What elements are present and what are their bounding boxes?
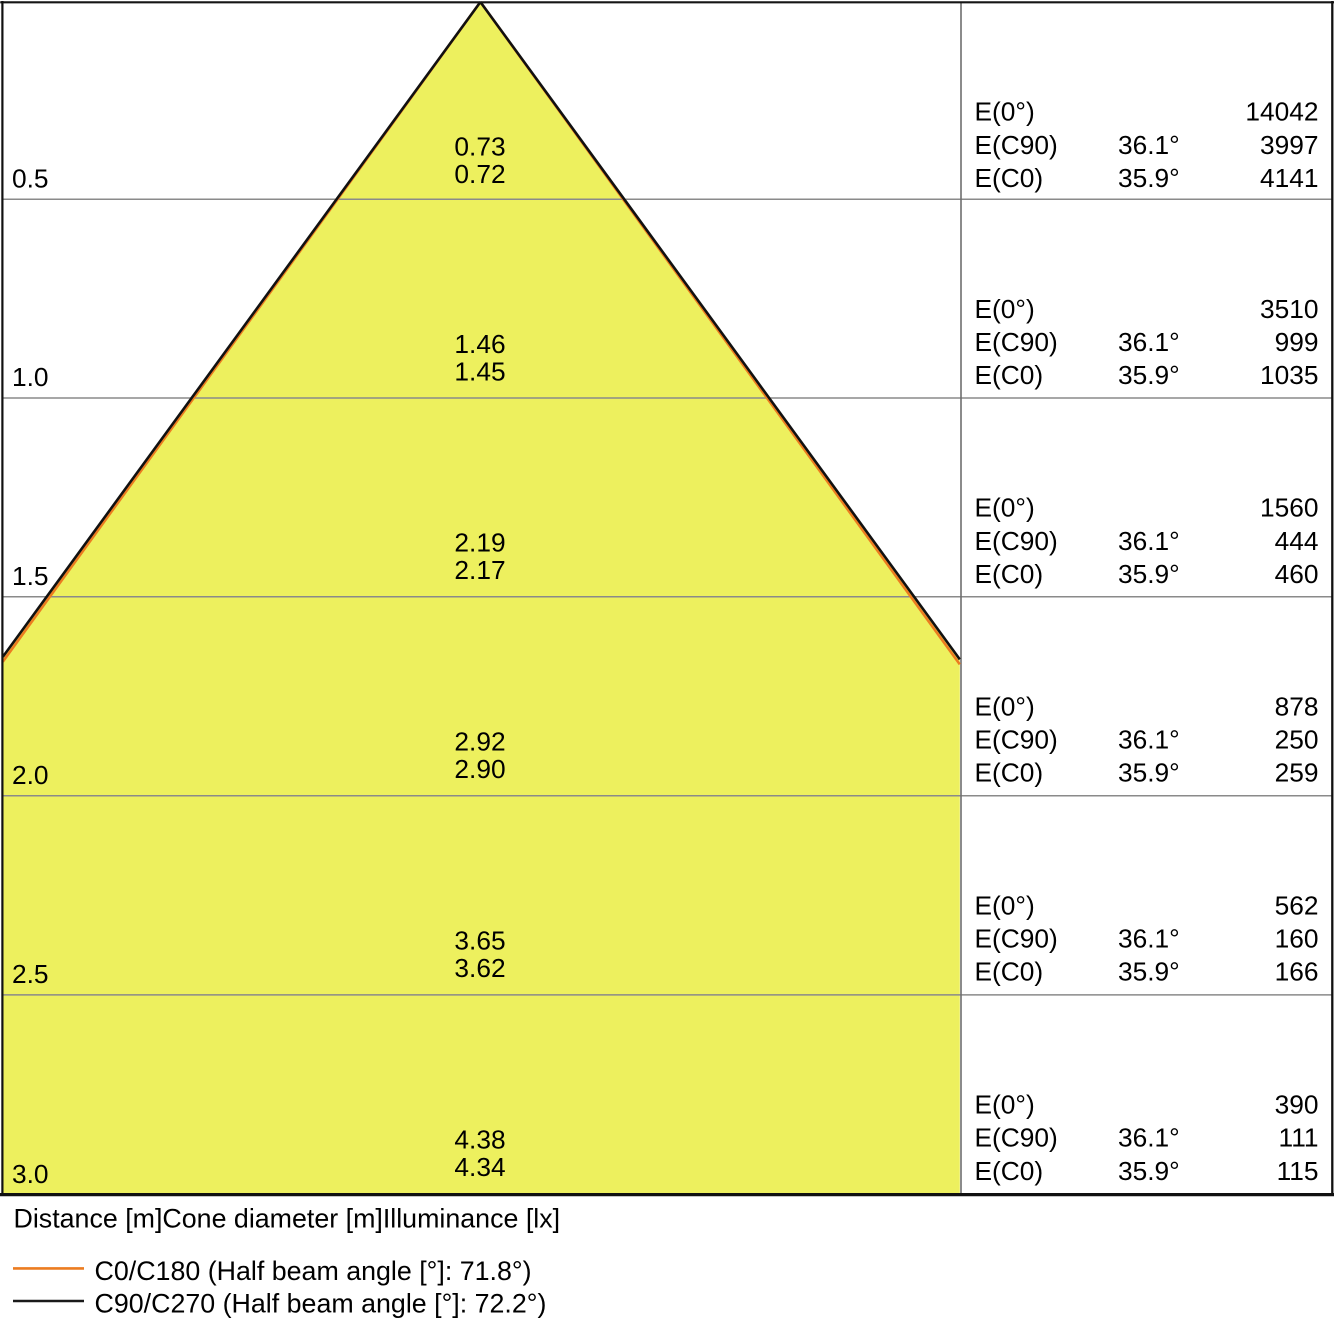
- svg-text:35.9°: 35.9°: [1118, 559, 1180, 589]
- svg-text:259: 259: [1275, 758, 1319, 788]
- svg-text:2.90: 2.90: [454, 754, 505, 784]
- svg-text:36.1°: 36.1°: [1118, 1123, 1180, 1153]
- svg-text:3.62: 3.62: [454, 953, 505, 983]
- svg-text:E(C0): E(C0): [975, 758, 1044, 788]
- svg-text:1.45: 1.45: [454, 356, 505, 386]
- svg-text:35.9°: 35.9°: [1118, 758, 1180, 788]
- svg-text:1560: 1560: [1260, 493, 1319, 523]
- svg-text:562: 562: [1275, 891, 1319, 921]
- svg-text:999: 999: [1275, 327, 1319, 357]
- svg-text:250: 250: [1275, 725, 1319, 755]
- svg-text:0.73: 0.73: [454, 132, 505, 162]
- svg-text:E(C90): E(C90): [975, 1123, 1058, 1153]
- svg-text:E(C0): E(C0): [975, 360, 1044, 390]
- svg-text:2.92: 2.92: [454, 726, 505, 756]
- svg-text:36.1°: 36.1°: [1118, 924, 1180, 954]
- svg-text:111: 111: [1279, 1123, 1319, 1153]
- svg-text:1.46: 1.46: [454, 329, 505, 359]
- svg-text:E(0°): E(0°): [975, 493, 1035, 523]
- svg-text:35.9°: 35.9°: [1118, 360, 1180, 390]
- svg-text:36.1°: 36.1°: [1118, 130, 1180, 160]
- svg-text:E(0°): E(0°): [975, 97, 1035, 127]
- svg-text:4.34: 4.34: [454, 1152, 505, 1182]
- svg-text:E(C90): E(C90): [975, 130, 1058, 160]
- svg-text:C90/C270 (Half beam angle [°]:: C90/C270 (Half beam angle [°]: 72.2°): [95, 1289, 547, 1319]
- svg-text:390: 390: [1275, 1090, 1319, 1120]
- svg-text:36.1°: 36.1°: [1118, 725, 1180, 755]
- svg-text:E(C90): E(C90): [975, 327, 1058, 357]
- svg-text:14042: 14042: [1245, 97, 1318, 127]
- svg-text:2.5: 2.5: [12, 959, 49, 989]
- svg-text:E(0°): E(0°): [975, 1090, 1035, 1120]
- svg-text:2.17: 2.17: [454, 555, 505, 585]
- svg-text:115: 115: [1277, 1156, 1319, 1186]
- svg-text:E(0°): E(0°): [975, 294, 1035, 324]
- svg-text:C0/C180 (Half beam angle [°]:: C0/C180 (Half beam angle [°]: 71.8°): [95, 1256, 532, 1286]
- svg-text:E(C90): E(C90): [975, 725, 1058, 755]
- svg-text:E(C90): E(C90): [975, 924, 1058, 954]
- svg-text:444: 444: [1275, 526, 1319, 556]
- svg-text:0.5: 0.5: [12, 163, 49, 193]
- svg-text:Distance [m]Cone diameter [m]I: Distance [m]Cone diameter [m]Illuminance…: [14, 1204, 561, 1234]
- svg-text:3.65: 3.65: [454, 926, 505, 956]
- svg-text:E(C90): E(C90): [975, 526, 1058, 556]
- svg-text:E(0°): E(0°): [975, 691, 1035, 721]
- svg-text:E(C0): E(C0): [975, 163, 1044, 193]
- svg-text:2.0: 2.0: [12, 760, 49, 790]
- svg-text:878: 878: [1275, 691, 1319, 721]
- svg-text:E(C0): E(C0): [975, 559, 1044, 589]
- svg-text:160: 160: [1275, 924, 1319, 954]
- svg-text:166: 166: [1275, 957, 1319, 987]
- svg-text:E(C0): E(C0): [975, 957, 1044, 987]
- svg-text:3997: 3997: [1260, 130, 1319, 160]
- svg-text:2.19: 2.19: [454, 528, 505, 558]
- svg-text:460: 460: [1275, 559, 1319, 589]
- svg-text:35.9°: 35.9°: [1118, 1156, 1180, 1186]
- svg-text:36.1°: 36.1°: [1118, 526, 1180, 556]
- svg-text:3510: 3510: [1260, 294, 1319, 324]
- svg-text:E(0°): E(0°): [975, 891, 1035, 921]
- svg-text:35.9°: 35.9°: [1118, 163, 1180, 193]
- svg-text:1035: 1035: [1260, 360, 1319, 390]
- svg-text:1.5: 1.5: [12, 561, 49, 591]
- svg-text:1.0: 1.0: [12, 362, 49, 392]
- svg-text:4.38: 4.38: [454, 1125, 505, 1155]
- svg-text:E(C0): E(C0): [975, 1156, 1044, 1186]
- svg-text:4141: 4141: [1260, 163, 1319, 193]
- svg-text:0.72: 0.72: [454, 159, 505, 189]
- svg-text:36.1°: 36.1°: [1118, 327, 1180, 357]
- svg-text:3.0: 3.0: [12, 1159, 49, 1189]
- svg-text:35.9°: 35.9°: [1118, 957, 1180, 987]
